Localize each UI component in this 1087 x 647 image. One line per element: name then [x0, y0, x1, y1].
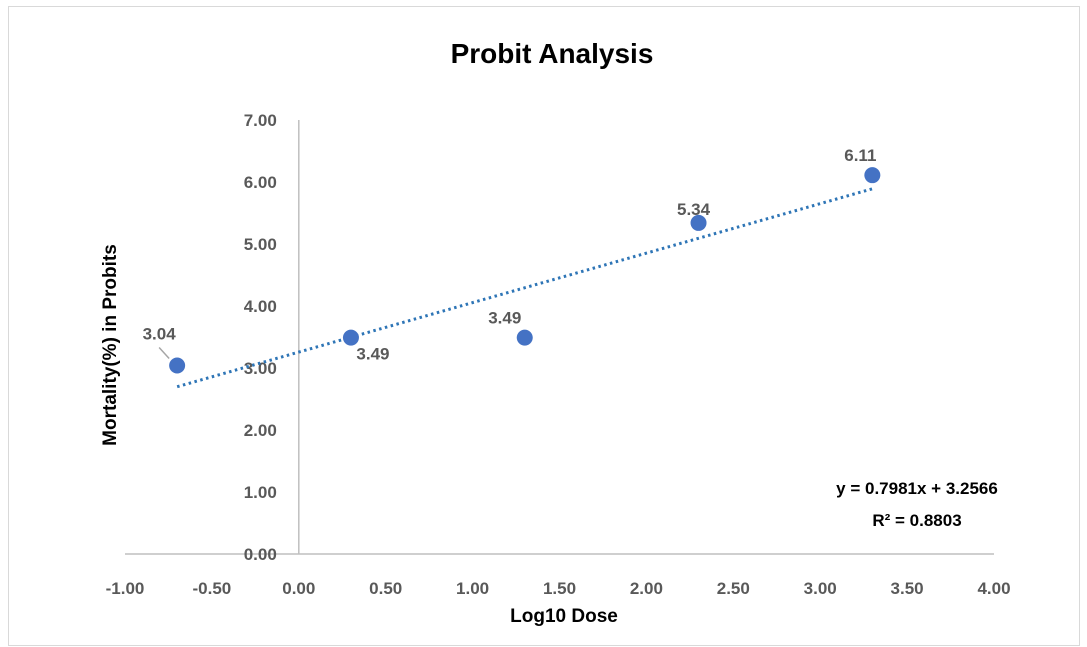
trendline-group — [176, 187, 873, 389]
chart-title: Probit Analysis — [451, 38, 654, 69]
x-tick-label: 4.00 — [977, 579, 1010, 598]
y-tick-label: 2.00 — [244, 421, 277, 440]
data-label: 6.11 — [844, 146, 876, 165]
x-axis-title: Log10 Dose — [510, 606, 618, 627]
x-tick-label: 2.50 — [717, 579, 750, 598]
data-point — [342, 329, 359, 346]
data-label: 3.04 — [143, 325, 177, 344]
data-label: 3.49 — [356, 345, 389, 364]
chart-frame: Probit Analysis -1.00 -0.50 0.00 0.50 1.00 1.… — [8, 6, 1080, 646]
x-tick-label: 0.00 — [282, 579, 315, 598]
probit-chart: Probit Analysis -1.00 -0.50 0.00 0.50 1.00 1.… — [100, 38, 1011, 627]
trendline-r-squared: R² = 0.8803 — [872, 511, 961, 530]
y-tick-label: 0.00 — [244, 545, 277, 564]
axes — [125, 120, 994, 555]
data-label-leader-line — [158, 347, 170, 360]
x-tick-label: -1.00 — [106, 579, 145, 598]
y-axis-title: Mortality(%) in Probits — [100, 244, 121, 446]
data-labels: 3.04 3.49 3.49 5.34 6.11 — [143, 146, 877, 363]
data-label: 5.34 — [677, 200, 711, 219]
y-tick-label: 5.00 — [244, 235, 277, 254]
data-point — [516, 329, 533, 346]
x-tick-label: -0.50 — [193, 579, 232, 598]
data-label: 3.49 — [488, 309, 521, 328]
trendline — [176, 187, 873, 389]
data-points — [169, 167, 881, 374]
x-tick-labels: -1.00 -0.50 0.00 0.50 1.00 1.50 2.00 2.50 3.00 3.… — [106, 579, 1011, 598]
y-tick-label: 7.00 — [244, 111, 277, 130]
y-tick-labels: 0.00 1.00 2.00 3.00 4.00 5.00 6.00 7.00 — [244, 111, 277, 564]
y-tick-label: 4.00 — [244, 297, 277, 316]
x-tick-label: 3.00 — [804, 579, 837, 598]
y-tick-label: 1.00 — [244, 483, 277, 502]
x-tick-label: 1.50 — [543, 579, 576, 598]
x-tick-label: 0.50 — [369, 579, 402, 598]
y-tick-label: 6.00 — [244, 173, 277, 192]
data-point — [690, 214, 707, 231]
x-tick-label: 3.50 — [891, 579, 924, 598]
x-tick-label: 2.00 — [630, 579, 663, 598]
trendline-equation: y = 0.7981x + 3.2566 — [836, 479, 998, 498]
data-point — [169, 357, 186, 374]
y-tick-label: 3.00 — [244, 359, 277, 378]
data-point — [864, 167, 881, 184]
x-tick-label: 1.00 — [456, 579, 489, 598]
